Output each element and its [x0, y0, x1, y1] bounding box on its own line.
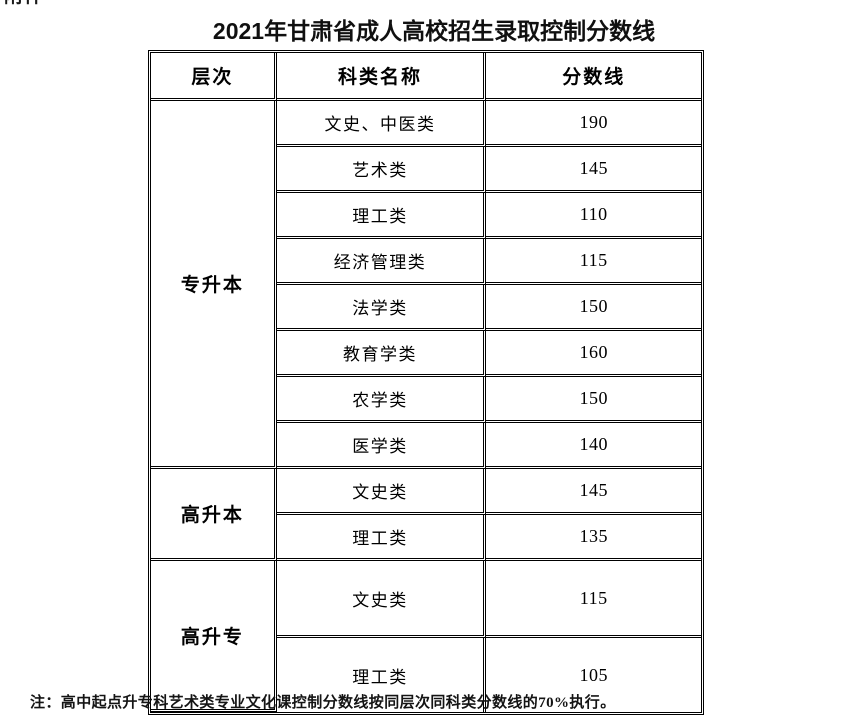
score-cell: 190 [486, 101, 701, 147]
table-row: 农学类 150 [151, 377, 701, 423]
table-row: 教育学类 160 [151, 331, 701, 377]
table-row: 经济管理类 115 [151, 239, 701, 285]
score-cell: 150 [486, 377, 701, 423]
table-footnote: 注：高中起点升专科艺术类专业文化课控制分数线按同层次同科类分数线的70%执行。 [30, 695, 616, 711]
score-cell: 145 [486, 469, 701, 515]
table-row: 艺术类 145 [151, 147, 701, 193]
table-row: 医学类 140 [151, 423, 701, 469]
column-header-subject: 科类名称 [276, 53, 487, 101]
score-cell: 160 [486, 331, 701, 377]
score-cell: 140 [486, 423, 701, 469]
page-title: 2021年甘肃省成人高校招生录取控制分数线 [212, 18, 656, 44]
level-cell-zhuanshengben: 专升本 [151, 101, 277, 469]
table-row: 法学类 150 [151, 285, 701, 331]
score-table-container: 层次 科类名称 分数线 专升本 文史、中医类 190 艺术类 145 理工类 1… [148, 50, 704, 715]
subject-name-cell: 理工类 [276, 638, 487, 712]
score-cell: 145 [486, 147, 701, 193]
table-row: 专升本 文史、中医类 190 [151, 101, 701, 469]
subject-name-cell: 文史、中医类 [276, 101, 487, 147]
score-cell: 105 [486, 638, 701, 712]
column-header-level: 层次 [151, 53, 277, 101]
subject-name-cell: 文史类 [276, 561, 487, 638]
level-cell-gaoshengzhuan: 高升专 [151, 561, 277, 712]
score-cell: 115 [486, 561, 701, 638]
table-row: 理工类 110 [151, 193, 701, 239]
table-row: 高升本 文史类 145 [151, 469, 701, 561]
subject-name-cell: 理工类 [276, 515, 487, 561]
subject-name-cell: 艺术类 [276, 147, 487, 193]
table-row: 高升专 文史类 115 [151, 561, 701, 712]
table-header-row: 层次 科类名称 分数线 [151, 53, 701, 101]
level-cell-gaoshengben: 高升本 [151, 469, 277, 561]
subject-name-cell: 法学类 [276, 285, 487, 331]
subject-name-cell: 医学类 [276, 423, 487, 469]
subject-name-cell: 理工类 [276, 193, 487, 239]
admission-score-table: 层次 科类名称 分数线 专升本 文史、中医类 190 艺术类 145 理工类 1… [148, 50, 704, 715]
subject-name-cell: 农学类 [276, 377, 487, 423]
table-row: 理工类 105 [151, 638, 701, 712]
score-cell: 115 [486, 239, 701, 285]
subject-name-cell: 文史类 [276, 469, 487, 515]
score-cell: 150 [486, 285, 701, 331]
clipped-top-text: 附件 [4, 0, 44, 6]
score-cell: 110 [486, 193, 701, 239]
table-row: 理工类 135 [151, 515, 701, 561]
subject-name-cell: 教育学类 [276, 331, 487, 377]
column-header-score: 分数线 [486, 53, 701, 101]
subject-name-cell: 经济管理类 [276, 239, 487, 285]
score-cell: 135 [486, 515, 701, 561]
